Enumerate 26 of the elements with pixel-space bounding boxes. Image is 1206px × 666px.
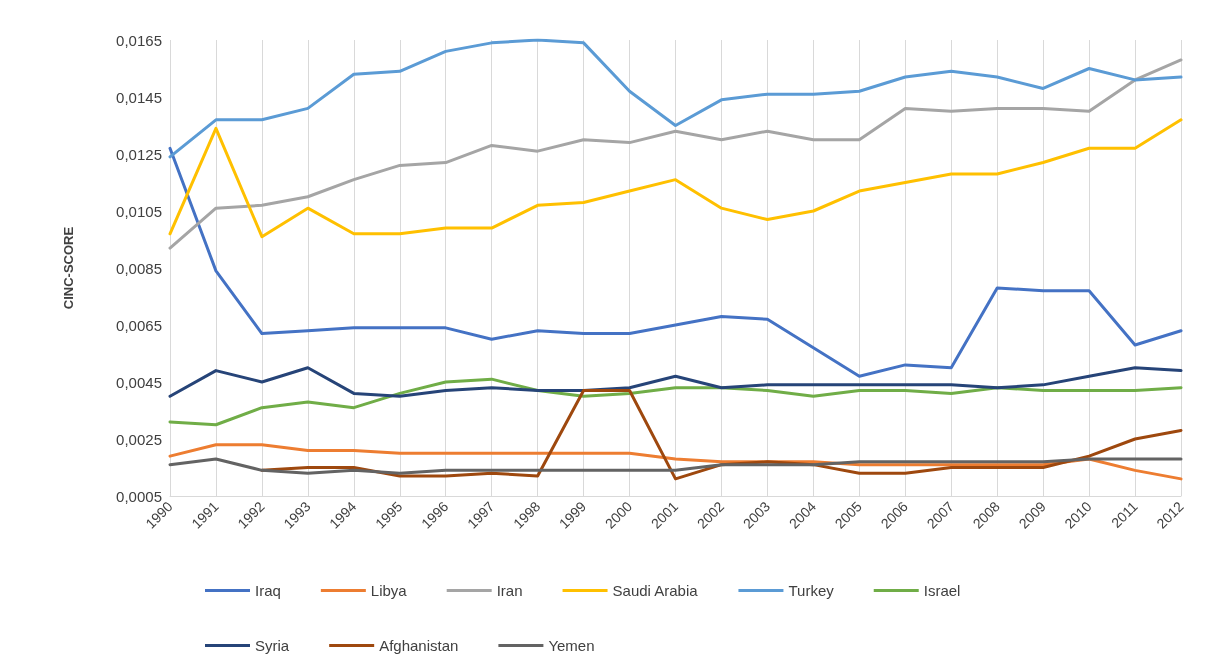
legend-label: Syria	[255, 637, 290, 654]
legend-label: Afghanistan	[379, 637, 459, 654]
y-tick-label: 0,0105	[116, 202, 162, 220]
y-tick-label: 0,0025	[116, 430, 162, 448]
legend-label: Iran	[496, 582, 523, 599]
y-tick-label: 0,0085	[116, 259, 162, 277]
line-series	[168, 377, 1183, 427]
y-tick-label: 0,0145	[116, 88, 162, 106]
legend-label: Israel	[923, 582, 961, 599]
y-tick-label: 0,0045	[116, 373, 162, 391]
y-axis-title: CINC-SCORE	[61, 226, 76, 310]
line-series	[168, 146, 1183, 378]
legend-label: Turkey	[788, 582, 835, 599]
line-series	[168, 38, 1183, 159]
legend-label: Yemen	[548, 637, 595, 654]
y-tick-label: 0,0165	[116, 31, 162, 49]
line-series	[168, 457, 1183, 475]
line-series	[168, 366, 1183, 398]
legend-label: Iraq	[255, 582, 281, 599]
line-series	[168, 118, 1183, 239]
line-series	[168, 58, 1183, 250]
y-tick-label: 0,0065	[116, 316, 162, 334]
y-tick-label: 0,0125	[116, 145, 162, 163]
legend-label: Saudi Arabia	[612, 582, 699, 599]
legend-label: Libya	[370, 582, 408, 599]
y-tick-label: 0,0005	[116, 487, 162, 505]
